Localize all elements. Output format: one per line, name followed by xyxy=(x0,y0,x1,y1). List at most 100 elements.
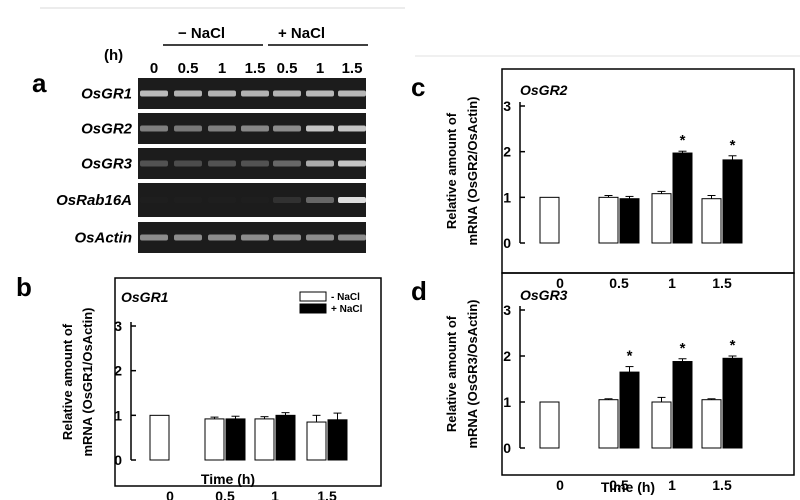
bar-plus-nacl xyxy=(327,419,348,461)
y-axis-label: mRNA (OsGR2/OsActin) xyxy=(465,96,480,245)
gel-band xyxy=(208,197,236,203)
gel-band xyxy=(140,125,168,132)
bar-minus-nacl xyxy=(651,193,672,244)
significance-marker: * xyxy=(680,340,686,357)
gel-band xyxy=(338,125,366,132)
gel-lane-label: 1 xyxy=(218,60,226,77)
gel-band xyxy=(140,234,168,241)
bar-minus-nacl xyxy=(149,414,170,461)
y-tick-label: 3 xyxy=(503,302,511,318)
y-tick-label: 1 xyxy=(503,189,511,205)
y-axis-label: mRNA (OsGR1/OsActin) xyxy=(80,307,95,456)
time-unit-label: (h) xyxy=(104,47,123,64)
bar-plus-nacl xyxy=(722,159,743,244)
bar-minus-nacl xyxy=(204,418,225,461)
gel-gene-label: OsRab16A xyxy=(56,192,132,209)
gel-band xyxy=(174,160,202,167)
gel-band xyxy=(306,160,334,167)
gel-panel: − NaCl + NaCl (h) 0 0.5 1 1.5 0.5 1 1.5 OsGR1 Os… xyxy=(56,25,368,253)
y-tick-label: 2 xyxy=(503,348,511,364)
x-tick-label: 0.5 xyxy=(609,275,629,291)
significance-marker: * xyxy=(627,348,633,365)
chart-b: 0 1 2 3 0 0.5 1 1.5 OsGR1 Time (h) Relative amount… xyxy=(60,277,382,500)
significance-marker: * xyxy=(730,337,736,354)
gel-band xyxy=(241,160,269,167)
x-tick-label: 1 xyxy=(668,275,676,291)
bar-minus-nacl xyxy=(306,421,327,461)
x-axis-label: Time (h) xyxy=(601,479,655,495)
chart-d: 0 1 2 3 0 0.5 1 1.5 OsGR3 Time (h) Relative amount… xyxy=(444,272,795,495)
gel-band xyxy=(306,197,334,203)
gel-band xyxy=(140,160,168,167)
y-tick-label: 3 xyxy=(503,98,511,114)
bar-minus-nacl xyxy=(701,399,722,449)
gel-band xyxy=(306,125,334,132)
gel-band xyxy=(208,125,236,132)
x-tick-label: 1.5 xyxy=(712,275,732,291)
bar-minus-nacl xyxy=(598,399,619,449)
panel-letter-b: b xyxy=(16,272,32,302)
gel-lane-label: 0.5 xyxy=(178,60,199,77)
x-tick-label: 0.5 xyxy=(609,477,629,493)
gel-gene-label: OsActin xyxy=(74,230,132,247)
y-axis-label: mRNA (OsGR3/OsActin) xyxy=(465,299,480,448)
x-tick-label: 1 xyxy=(668,477,676,493)
gel-band xyxy=(338,160,366,167)
chart-c: 0 1 2 3 0 0.5 1 1.5 OsGR2 Relative amount of mRNA … xyxy=(444,68,795,291)
y-tick-label: 2 xyxy=(114,363,122,379)
x-axis-label: Time (h) xyxy=(201,471,255,487)
gel-band xyxy=(241,125,269,132)
bar-plus-nacl xyxy=(672,361,693,449)
y-axis-label: Relative amount of xyxy=(444,112,459,229)
legend-label: + NaCl xyxy=(331,304,363,315)
gel-lane-label: 0 xyxy=(150,60,158,77)
gel-band xyxy=(273,197,301,203)
x-tick-label: 1.5 xyxy=(712,477,732,493)
gel-band xyxy=(338,197,366,203)
x-tick-label: 0 xyxy=(166,488,174,500)
gel-band xyxy=(338,90,366,97)
x-tick-label: 0 xyxy=(556,275,564,291)
gel-gene-label: OsGR3 xyxy=(81,156,133,173)
bar-minus-nacl xyxy=(539,401,560,449)
bar-minus-nacl xyxy=(539,196,560,244)
gel-band xyxy=(241,90,269,97)
condition-minus-label: − NaCl xyxy=(178,25,225,42)
bar-minus-nacl xyxy=(598,196,619,244)
gel-band xyxy=(208,234,236,241)
gel-band xyxy=(306,234,334,241)
gel-band xyxy=(174,197,202,203)
x-tick-label: 1.5 xyxy=(317,488,337,500)
bar-plus-nacl xyxy=(722,357,743,449)
panel-letter-c: c xyxy=(411,72,425,102)
legend-label: - NaCl xyxy=(331,292,360,303)
gel-band xyxy=(241,197,269,203)
bar-plus-nacl xyxy=(225,418,246,461)
condition-plus-label: + NaCl xyxy=(278,25,325,42)
gel-band xyxy=(338,234,366,241)
y-tick-label: 0 xyxy=(503,235,511,251)
gel-band xyxy=(174,234,202,241)
legend-swatch xyxy=(299,291,327,302)
y-tick-label: 1 xyxy=(503,394,511,410)
gel-band xyxy=(241,234,269,241)
y-tick-label: 0 xyxy=(503,440,511,456)
y-axis-label: Relative amount of xyxy=(444,315,459,432)
gel-lane-label: 1.5 xyxy=(342,60,363,77)
bar-minus-nacl xyxy=(701,198,722,244)
bar-plus-nacl xyxy=(619,198,640,244)
gel-lane-label: 0.5 xyxy=(277,60,298,77)
bar-plus-nacl xyxy=(275,414,296,461)
chart-title: OsGR3 xyxy=(520,287,568,303)
bar-plus-nacl xyxy=(672,152,693,244)
x-tick-label: 0.5 xyxy=(215,488,235,500)
gel-band xyxy=(140,197,168,203)
chart-frame xyxy=(501,272,795,476)
gel-gene-label: OsGR2 xyxy=(81,121,133,138)
significance-marker: * xyxy=(730,137,736,154)
y-tick-label: 1 xyxy=(114,407,122,423)
gel-lane-label: 1.5 xyxy=(245,60,266,77)
gel-band xyxy=(306,90,334,97)
gel-gene-label: OsGR1 xyxy=(81,86,132,103)
